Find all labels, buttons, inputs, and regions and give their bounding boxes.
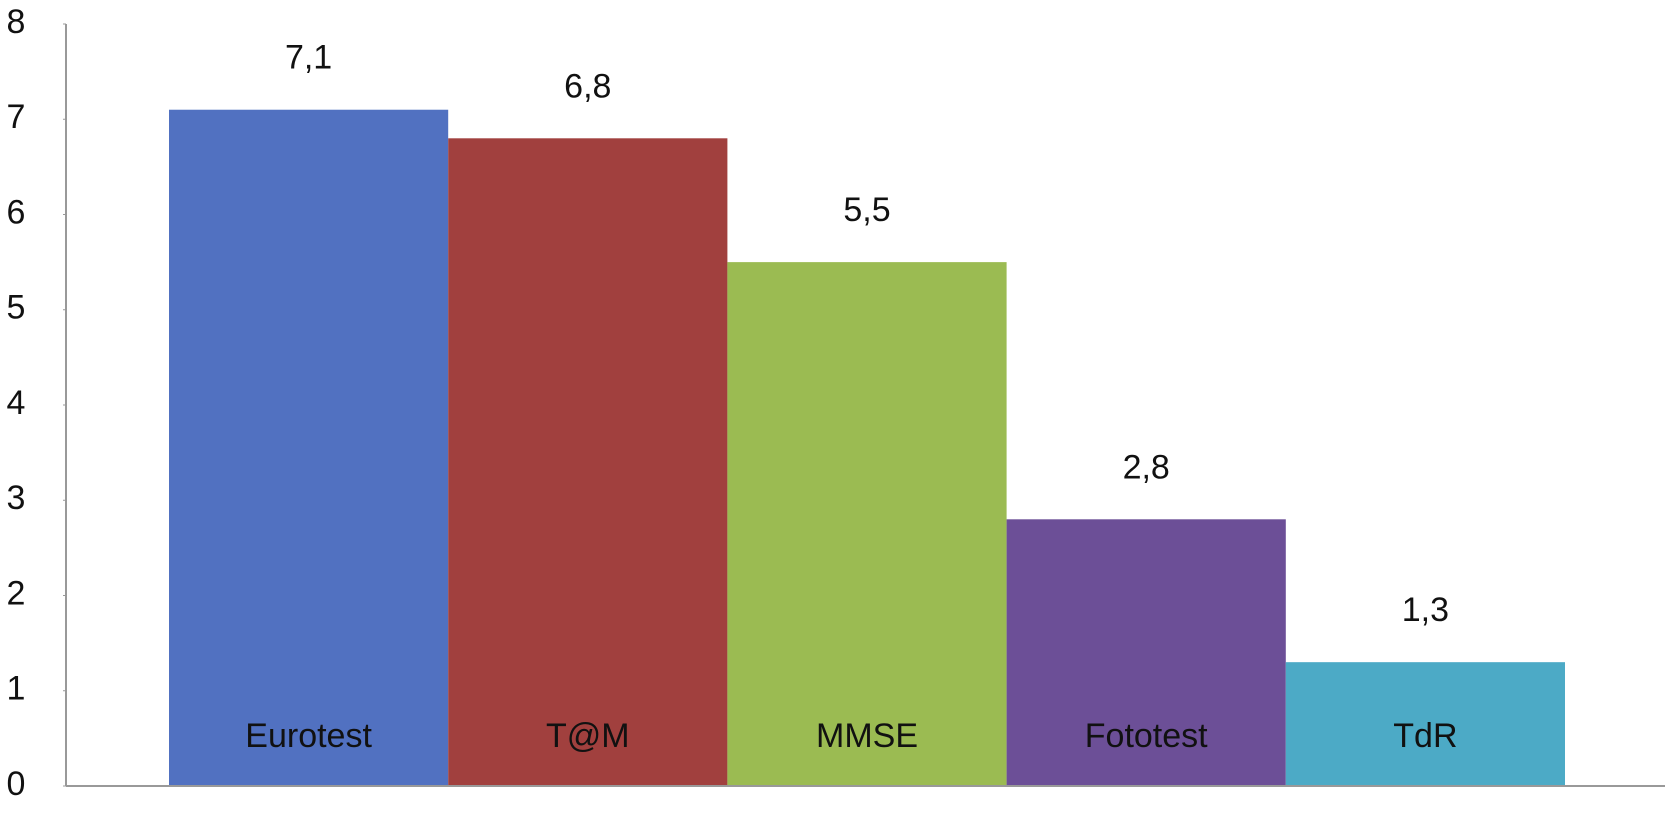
value-label: 2,8	[1123, 448, 1170, 486]
y-tick-label: 8	[7, 3, 26, 41]
y-tick-label: 2	[7, 574, 26, 612]
y-tick-label: 6	[7, 193, 26, 231]
y-tick-label: 4	[7, 384, 26, 422]
category-label: TdR	[1393, 717, 1457, 755]
value-label: 7,1	[285, 39, 332, 77]
y-tick-label: 5	[7, 289, 26, 327]
value-label: 6,8	[564, 67, 611, 105]
category-label: Eurotest	[245, 717, 372, 755]
category-label: Fototest	[1085, 717, 1208, 755]
category-label: T@M	[546, 717, 630, 755]
y-tick-label: 3	[7, 479, 26, 517]
value-label: 1,3	[1402, 591, 1449, 629]
y-tick-label: 1	[7, 670, 26, 708]
bar	[1006, 519, 1286, 786]
category-label: MMSE	[816, 717, 918, 755]
bar	[1285, 662, 1565, 786]
bar	[169, 109, 449, 787]
bar	[448, 138, 728, 787]
y-tick-label: 0	[7, 765, 26, 803]
value-label: 5,5	[843, 191, 890, 229]
y-tick-label: 7	[7, 98, 26, 136]
bar	[727, 262, 1007, 786]
